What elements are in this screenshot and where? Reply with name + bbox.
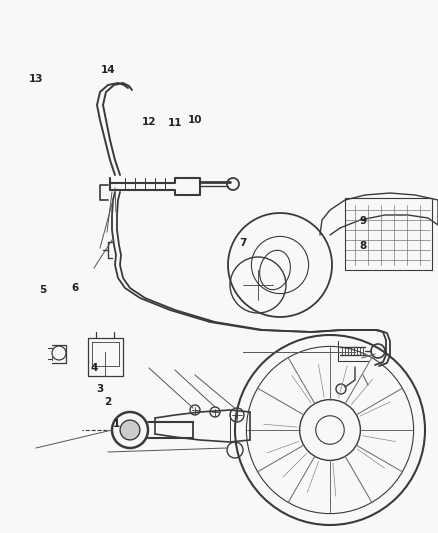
Text: 9: 9 xyxy=(360,216,367,226)
Text: 2: 2 xyxy=(104,398,111,407)
Text: 5: 5 xyxy=(39,286,46,295)
Text: 1: 1 xyxy=(113,419,120,429)
Text: 11: 11 xyxy=(168,118,183,127)
Text: 3: 3 xyxy=(96,384,103,394)
Text: 6: 6 xyxy=(72,283,79,293)
Text: 14: 14 xyxy=(101,66,116,75)
Text: 8: 8 xyxy=(359,241,366,251)
Text: 12: 12 xyxy=(141,117,156,126)
Text: 7: 7 xyxy=(240,238,247,247)
Circle shape xyxy=(120,420,140,440)
Text: 13: 13 xyxy=(28,74,43,84)
Text: 4: 4 xyxy=(91,363,98,373)
Text: 10: 10 xyxy=(187,115,202,125)
